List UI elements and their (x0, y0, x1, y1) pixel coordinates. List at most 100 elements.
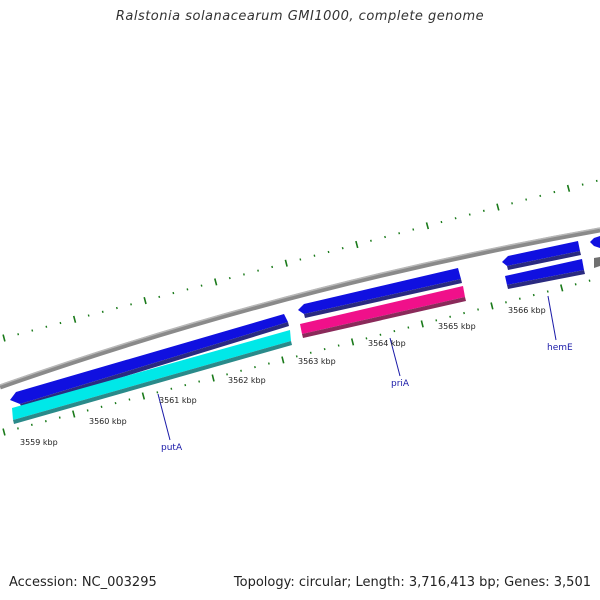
inner-scale-minor-tick (393, 330, 396, 333)
inner-scale-minor-tick (505, 301, 507, 304)
inner-scale-minor-tick (588, 279, 591, 282)
inner-scale-major-tick (420, 320, 424, 328)
inner-scale-minor-tick (309, 351, 312, 354)
inner-scale-minor-tick (546, 290, 549, 293)
inner-scale-minor-tick (156, 391, 159, 394)
inner-scale-minor-tick (267, 362, 270, 365)
inner-scale-minor-tick (170, 387, 173, 390)
gene-label-priA[interactable]: priA (391, 379, 410, 389)
scale-label-3564: 3564 kbp (368, 339, 406, 348)
inner-scale-minor-tick (58, 416, 61, 419)
outer-scale-minor-tick (327, 250, 330, 254)
inner-scale-minor-tick (184, 384, 187, 387)
inner-scale-major-tick (141, 392, 146, 400)
cds-forward-1[interactable] (10, 314, 288, 404)
outer-scale-major-tick (355, 240, 359, 249)
outer-scale-minor-tick (17, 333, 20, 336)
outer-scale-minor-tick (172, 291, 175, 295)
inner-scale-minor-tick (254, 366, 256, 369)
inner-scale-minor-tick (435, 319, 438, 322)
outer-scale-major-tick (143, 296, 147, 305)
accession-text: Accession: NC_003295 (9, 575, 157, 590)
inner-scale-minor-tick (226, 373, 228, 376)
outer-scale-major-tick (566, 184, 571, 192)
outer-scale-minor-tick (412, 228, 415, 231)
scale-label-3561: 3561 kbp (159, 396, 197, 405)
inner-scale-major-tick (560, 284, 564, 292)
inner-scale-minor-tick (17, 427, 19, 430)
gene-label-hemE[interactable]: hemE (547, 343, 573, 353)
gene-label-putA[interactable]: putA (161, 443, 183, 453)
cds-forward-4[interactable] (590, 236, 600, 248)
outer-scale-minor-tick (539, 194, 542, 197)
outer-scale-minor-tick (482, 209, 485, 212)
inner-scale-major-tick (350, 338, 355, 346)
outer-scale-minor-tick (581, 183, 584, 186)
outer-scale-minor-tick (299, 258, 302, 261)
cds-forward-2[interactable] (298, 268, 461, 314)
outer-scale-minor-tick (398, 232, 401, 235)
outer-scale-major-tick (72, 315, 77, 323)
outer-scale-minor-tick (553, 190, 556, 194)
outer-scale-major-tick (2, 334, 6, 342)
inner-scale-minor-tick (449, 315, 452, 318)
cds-partial-right (594, 257, 600, 268)
inner-scale-minor-tick (198, 380, 201, 383)
cds-putA-shade (13, 341, 292, 424)
outer-scale-minor-tick (525, 198, 528, 201)
inner-scale-minor-tick (477, 308, 479, 311)
cds-priA[interactable] (300, 286, 465, 334)
scale-label-3559: 3559 kbp (20, 438, 58, 447)
cds-hemE[interactable] (505, 259, 584, 285)
cds-forward-1-shade (20, 322, 289, 408)
outer-scale-minor-tick (130, 303, 132, 306)
map-title: Ralstonia solanacearum GMI1000, complete… (115, 9, 485, 24)
outer-scale-minor-tick (200, 284, 203, 287)
outer-scale-minor-tick (186, 288, 189, 291)
outer-scale-minor-tick (595, 179, 598, 182)
putA-leader-line (157, 393, 171, 441)
inner-scale-minor-tick (114, 402, 117, 405)
outer-scale-ticks (2, 179, 598, 342)
cds-hemE-shade (507, 270, 585, 289)
cds-priA-shade (302, 297, 466, 338)
outer-scale-minor-tick (454, 217, 457, 220)
inner-scale-minor-tick (323, 348, 326, 351)
scale-label-3560: 3560 kbp (89, 417, 127, 426)
inner-scale-minor-tick (574, 283, 577, 286)
inner-scale-minor-tick (463, 311, 465, 315)
outer-scale-minor-tick (370, 239, 372, 242)
inner-scale-minor-tick (365, 337, 368, 340)
cds-putA[interactable] (12, 330, 291, 420)
inner-scale-minor-tick (240, 369, 242, 372)
cds-forward-3[interactable] (502, 241, 580, 266)
inner-scale-minor-tick (86, 409, 89, 412)
inner-scale-minor-tick (379, 333, 382, 336)
inner-scale-major-tick (211, 374, 215, 382)
outer-scale-minor-tick (228, 276, 231, 280)
outer-scale-minor-tick (257, 269, 259, 272)
inner-scale-minor-tick (44, 420, 47, 423)
scale-label-3562: 3562 kbp (228, 376, 266, 385)
outer-scale-minor-tick (45, 325, 48, 328)
outer-scale-major-tick (214, 278, 218, 286)
outer-scale-minor-tick (115, 306, 118, 310)
inner-scale-minor-tick (100, 405, 103, 408)
outer-scale-minor-tick (440, 220, 443, 224)
cds-forward-3-shade (507, 251, 581, 270)
inner-scale-major-tick (72, 410, 76, 418)
scale-label-3563: 3563 kbp (298, 357, 336, 366)
outer-scale-minor-tick (87, 314, 90, 317)
topology-text: Topology: circular; Length: 3,716,413 bp… (233, 575, 591, 590)
hemE-leader-line (547, 295, 557, 341)
inner-scale-major-tick (2, 428, 6, 436)
outer-scale-minor-tick (243, 273, 245, 276)
outer-scale-minor-tick (59, 321, 62, 325)
inner-scale-ticks (2, 279, 591, 436)
outer-scale-minor-tick (341, 246, 344, 250)
outer-scale-minor-tick (158, 295, 161, 298)
priA-leader-line (389, 337, 401, 377)
inner-scale-minor-tick (407, 326, 410, 329)
inner-scale-major-tick (490, 302, 494, 310)
